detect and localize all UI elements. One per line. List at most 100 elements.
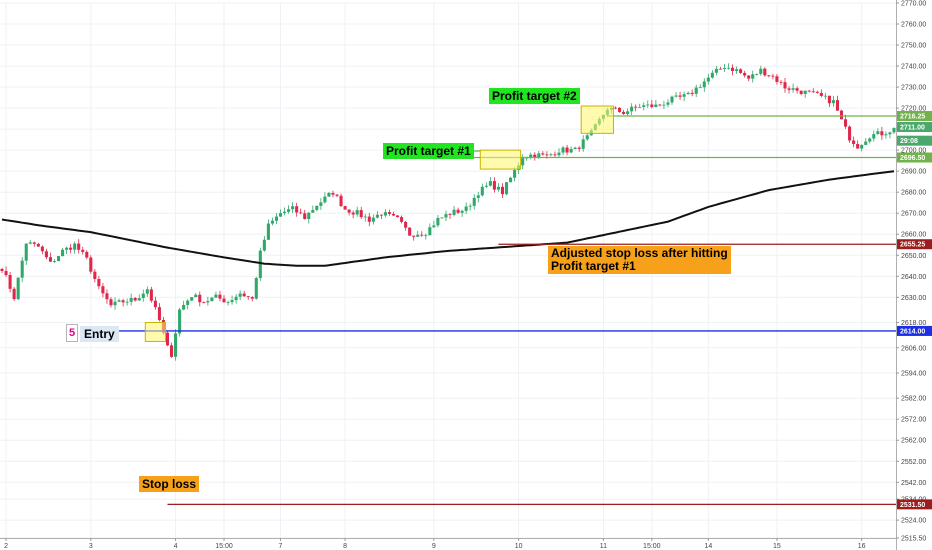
candle-body — [242, 293, 246, 297]
candle-body — [254, 277, 258, 299]
candle-body — [222, 298, 226, 303]
candle-body — [400, 217, 404, 222]
candle-body — [145, 289, 149, 294]
candle-body — [779, 81, 783, 83]
price-tick-label: 2524.00 — [901, 518, 926, 525]
candle-body — [424, 235, 428, 237]
candle-body — [839, 110, 844, 120]
horizontal-levels — [119, 115, 896, 506]
candle-body — [504, 182, 509, 195]
candle-body — [533, 154, 537, 158]
time-tick-label: 7 — [279, 543, 283, 550]
candle-body — [892, 128, 896, 133]
candle-body — [16, 277, 20, 300]
candle-body — [262, 239, 266, 251]
candle-body — [565, 147, 569, 153]
candle-body — [133, 297, 137, 301]
time-tick-label: 11 — [600, 543, 607, 550]
price-tag — [897, 499, 932, 510]
candle-body — [682, 94, 686, 97]
time-tick-label: 16 — [858, 543, 866, 550]
candle-body — [428, 227, 432, 236]
time-tick-label: 9 — [432, 543, 436, 550]
candle-body — [807, 90, 811, 92]
candle-body — [141, 293, 145, 299]
candle-body — [537, 153, 541, 158]
candle-body — [569, 148, 573, 153]
price-tick-label: 2594.00 — [901, 370, 926, 377]
time-tick-label: 15 — [773, 543, 781, 550]
candle-body — [48, 257, 52, 262]
candle-body — [283, 211, 287, 214]
candle-body — [868, 138, 872, 142]
price-tick-label: 2515.50 — [901, 536, 926, 543]
candle-body — [856, 144, 860, 149]
candle-body — [783, 82, 787, 89]
candle-body — [274, 216, 279, 221]
stop-loss-label: Stop loss — [139, 476, 200, 492]
candle-body — [363, 216, 367, 218]
candle-body — [69, 247, 73, 250]
time-tick-label: 15:00 — [643, 543, 661, 550]
candle-body — [347, 209, 351, 213]
candle-body — [791, 88, 795, 90]
candle-body — [864, 141, 868, 145]
price-tag — [897, 110, 932, 121]
price-tag-label: 2711.00 — [900, 125, 925, 132]
candle-body — [500, 186, 505, 195]
candle-body — [646, 104, 650, 106]
price-tag-label: 2531.50 — [900, 502, 925, 509]
candle-body — [686, 92, 690, 95]
price-tag-label: 2696.50 — [900, 155, 925, 162]
candle-body — [480, 186, 484, 196]
candle-body — [246, 296, 250, 298]
price-tag — [897, 152, 932, 163]
candle-body — [630, 106, 634, 112]
profit-target-1-label: Profit target #1 — [383, 143, 474, 159]
candle-body — [408, 227, 412, 236]
candle-body — [335, 194, 339, 196]
candle-body — [811, 91, 815, 93]
candle-body — [509, 177, 513, 183]
candle-body — [690, 92, 694, 94]
candle-body — [250, 297, 254, 299]
price-tick-label: 2606.00 — [901, 345, 926, 352]
candle-body — [747, 75, 751, 79]
candle-body — [40, 246, 44, 252]
candle-body — [343, 206, 347, 210]
price-tick-label: 2690.00 — [901, 169, 926, 176]
candle-body — [351, 212, 355, 215]
candle-body — [206, 301, 210, 303]
price-tick-label: 2700.00 — [901, 148, 926, 155]
price-tick-label: 2582.00 — [901, 396, 926, 403]
candle-body — [105, 293, 109, 300]
candle-body — [751, 74, 755, 79]
candle-body — [613, 107, 618, 109]
candle-body — [149, 289, 153, 301]
candle-body — [198, 294, 202, 303]
time-tick-label: 8 — [343, 543, 347, 550]
candle-body — [468, 205, 472, 207]
candle-body — [295, 206, 299, 213]
candle-body — [387, 212, 392, 214]
candle-body — [416, 234, 420, 237]
price-tick-label: 2760.00 — [901, 22, 926, 29]
highlight-box — [580, 105, 614, 134]
candle-body — [165, 332, 170, 346]
candle-body — [654, 104, 658, 108]
candle-body — [827, 95, 831, 104]
highlight-box — [144, 322, 166, 342]
candle-body — [452, 209, 456, 215]
candle-body — [835, 100, 840, 111]
price-tick-label: 2650.00 — [901, 253, 926, 260]
candle-body — [230, 300, 234, 303]
candle-body — [331, 192, 335, 195]
candle-body — [367, 216, 371, 222]
candle-body — [52, 261, 57, 262]
candle-body — [182, 304, 186, 310]
candle-body — [383, 212, 387, 216]
price-tag-label: 2655.25 — [900, 242, 925, 249]
candle-body — [722, 68, 727, 69]
highlight-box — [479, 149, 522, 170]
candle-body — [0, 268, 4, 272]
